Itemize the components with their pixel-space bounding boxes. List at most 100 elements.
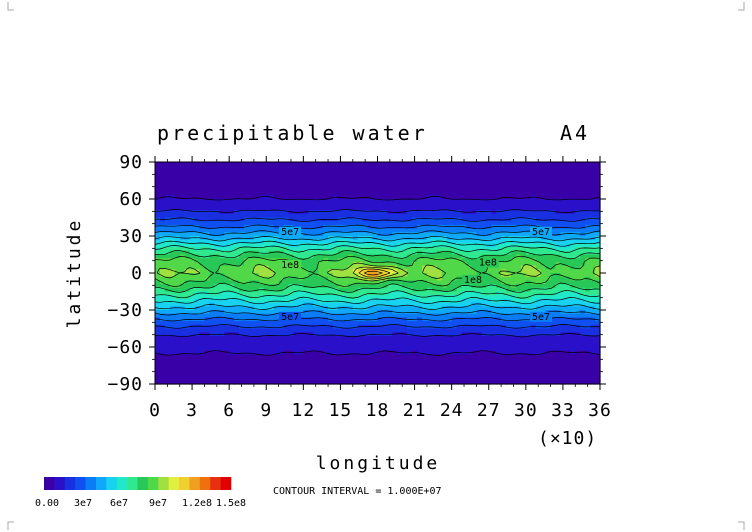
heatmap-cell [476,184,482,189]
heatmap-cell [328,254,334,259]
heatmap-cell [476,217,482,222]
heatmap-cell [590,361,596,367]
heatmap-cell [239,328,245,333]
heatmap-cell [525,361,532,367]
heatmap-cell [224,213,230,219]
heatmap-cell [392,291,398,296]
heatmap-cell [481,202,487,207]
heatmap-cell [248,239,255,244]
heatmap-cell [204,273,210,278]
heatmap-cell [155,284,161,289]
heatmap-cell [575,291,581,296]
heatmap-cell [506,206,512,211]
heatmap-cell [189,269,196,274]
heatmap-cell [392,276,398,281]
heatmap-cell [446,310,453,315]
heatmap-cell [491,165,497,170]
heatmap-cell [333,350,339,355]
heatmap-cell [515,310,522,315]
heatmap-cell [417,295,423,300]
heatmap-cell [545,202,552,207]
heatmap-cell [412,343,418,348]
heatmap-cell [204,261,210,267]
heatmap-cell [258,358,265,363]
heatmap-cell [407,276,413,281]
heatmap-cell [496,302,502,307]
heatmap-cell [293,343,299,348]
heatmap-cell [184,247,191,252]
heatmap-cell [515,184,522,189]
heatmap-cell [535,243,542,248]
heatmap-cell [426,195,433,200]
heatmap-cell [362,184,369,189]
heatmap-cell [466,306,473,311]
heatmap-cell [357,210,364,215]
heatmap-cell [179,191,186,196]
heatmap-cell [535,358,542,363]
heatmap-cell [392,313,398,318]
heatmap-cell [511,224,517,230]
heatmap-cell [595,202,601,207]
heatmap-cell [283,361,290,367]
heatmap-cell [515,176,522,182]
heatmap-cell [328,284,334,289]
heatmap-cell [471,332,477,337]
heatmap-cell [372,361,379,367]
heatmap-cell [377,243,384,248]
heatmap-cell [525,173,532,178]
heatmap-cell [229,328,235,333]
heatmap-cell [164,224,171,230]
heatmap-cell [426,191,433,196]
heatmap-cell [550,310,557,315]
heatmap-cell [342,358,349,363]
heatmap-cell [392,339,398,344]
heatmap-cell [224,217,230,222]
heatmap-cell [456,165,463,170]
heatmap-cell [520,210,527,215]
heatmap-cell [501,335,507,341]
heatmap-cell [234,339,240,344]
heatmap-cell [268,228,275,233]
heatmap-cell [283,324,290,330]
heatmap-cell [446,162,453,167]
heatmap-cell [417,199,423,204]
heatmap-cell [164,195,171,200]
heatmap-cell [496,273,502,278]
heatmap-cell [372,162,379,167]
heatmap-cell [585,162,591,167]
heatmap-cell [441,310,448,315]
heatmap-cell [550,261,557,267]
heatmap-cell [184,358,191,363]
heatmap-cell [382,169,388,174]
heatmap-cell [436,339,443,344]
heatmap-cell [402,199,408,204]
heatmap-cell [224,254,230,259]
heatmap-cell [491,332,497,337]
heatmap-cell [234,221,240,226]
heatmap-cell [461,228,468,233]
heatmap-cell [382,265,388,270]
heatmap-cell [575,295,581,300]
heatmap-cell [402,195,408,200]
heatmap-cell [164,335,171,341]
heatmap-cell [446,228,453,233]
heatmap-cell [481,217,487,222]
heatmap-cell [298,228,304,233]
heatmap-cell [565,165,571,170]
heatmap-cell [461,313,468,318]
heatmap-cell [501,165,507,170]
heatmap-cell [501,173,507,178]
heatmap-cell [555,291,562,296]
heatmap-cell [431,313,438,318]
heatmap-cell [169,165,176,170]
heatmap-cell [456,280,463,285]
heatmap-cell [278,328,285,333]
heatmap-cell [229,261,235,267]
heatmap-cell [590,284,596,289]
heatmap-cell [550,350,557,355]
heatmap-cell [407,335,413,341]
heatmap-cell [337,213,344,219]
heatmap-cell [209,343,215,348]
heatmap-cell [155,258,161,263]
heatmap-cell [248,328,255,333]
